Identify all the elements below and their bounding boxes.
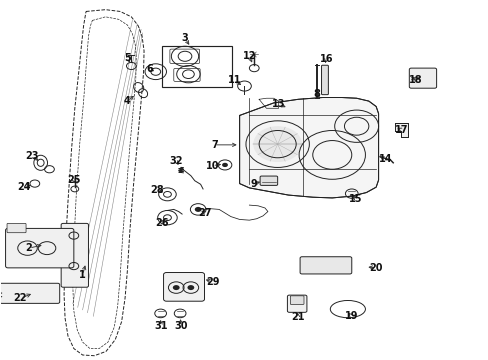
Text: 23: 23: [25, 150, 39, 161]
Text: 21: 21: [291, 312, 304, 322]
Text: 27: 27: [198, 208, 212, 218]
FancyBboxPatch shape: [287, 295, 306, 312]
Text: 25: 25: [67, 175, 81, 185]
FancyBboxPatch shape: [408, 68, 436, 88]
Text: 1: 1: [79, 270, 86, 280]
Text: 9: 9: [250, 179, 257, 189]
Circle shape: [222, 163, 227, 167]
Text: 5: 5: [124, 53, 131, 63]
Text: 15: 15: [348, 194, 362, 204]
Text: 32: 32: [169, 156, 183, 166]
Text: 19: 19: [345, 311, 358, 321]
Text: 18: 18: [408, 75, 422, 85]
FancyBboxPatch shape: [7, 224, 26, 233]
Text: 31: 31: [154, 321, 167, 331]
Text: 29: 29: [205, 277, 219, 287]
Text: 12: 12: [242, 51, 256, 61]
Text: 30: 30: [174, 321, 187, 331]
Text: 22: 22: [14, 293, 27, 303]
FancyBboxPatch shape: [61, 224, 88, 287]
Polygon shape: [394, 123, 407, 137]
FancyBboxPatch shape: [260, 176, 277, 185]
Text: 11: 11: [227, 75, 241, 85]
Circle shape: [253, 126, 302, 162]
Bar: [161, 45, 232, 87]
Text: 10: 10: [205, 161, 219, 171]
FancyBboxPatch shape: [300, 257, 351, 274]
Text: 26: 26: [155, 218, 168, 228]
Text: 7: 7: [210, 140, 217, 150]
Text: 24: 24: [17, 182, 31, 192]
Circle shape: [172, 285, 179, 290]
Text: 13: 13: [271, 99, 285, 109]
FancyBboxPatch shape: [163, 273, 204, 301]
Text: 14: 14: [378, 154, 392, 164]
Text: 8: 8: [313, 89, 320, 99]
Text: 6: 6: [146, 64, 152, 74]
Text: 28: 28: [150, 185, 163, 195]
FancyBboxPatch shape: [290, 296, 304, 305]
Text: 17: 17: [394, 125, 407, 135]
Polygon shape: [239, 98, 378, 198]
Text: 16: 16: [319, 54, 332, 64]
Circle shape: [187, 285, 194, 290]
FancyBboxPatch shape: [321, 65, 328, 95]
Circle shape: [194, 207, 201, 212]
Text: 3: 3: [181, 33, 188, 43]
Text: 4: 4: [124, 96, 131, 106]
FancyBboxPatch shape: [0, 283, 60, 303]
Text: 2: 2: [25, 243, 32, 253]
Text: 20: 20: [368, 263, 382, 273]
FancyBboxPatch shape: [5, 228, 74, 268]
